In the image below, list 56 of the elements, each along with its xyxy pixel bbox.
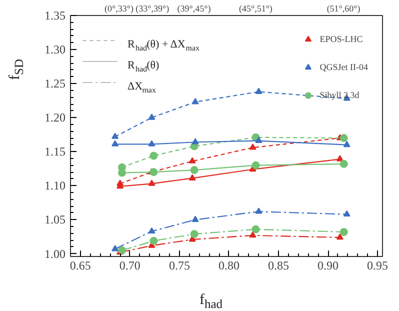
y-tick-label: 1.25 [44, 76, 66, 91]
point [148, 227, 156, 234]
text: (51°,60°) [326, 4, 360, 14]
legend-label: QGSJet II-04 [320, 62, 368, 72]
x-axis-title: f$_{had}$ [199, 291, 223, 311]
point [249, 144, 256, 150]
point [340, 228, 348, 236]
y-tick-label: 1.35 [44, 8, 66, 22]
x-tick-label: 0.90 [318, 258, 339, 272]
point [150, 152, 158, 160]
point [190, 166, 198, 174]
point [112, 140, 119, 146]
x-tick-label: 0.85 [268, 258, 289, 272]
point [336, 233, 344, 240]
point [192, 138, 199, 144]
point [343, 140, 350, 148]
y-tick-label: 1.00 [44, 246, 66, 261]
x-tick-label: 0.80 [218, 258, 240, 272]
point [112, 132, 119, 139]
point [252, 225, 260, 234]
y-tick-label: 1.30 [44, 42, 66, 57]
legend-label: EPOS-LHC [320, 34, 363, 44]
point [148, 180, 156, 186]
point [249, 231, 256, 238]
x-tick-label: 0.75 [168, 258, 190, 272]
text: (39°,45°) [177, 4, 211, 14]
point [336, 155, 344, 162]
x-tick-label: 0.95 [367, 258, 388, 272]
point [343, 210, 350, 217]
text: (0°,33°) [104, 4, 134, 14]
point [190, 230, 198, 238]
point [255, 136, 262, 143]
point [255, 208, 262, 214]
point [150, 236, 158, 245]
legend-label: Sibyll 2.3d [320, 90, 360, 100]
point [340, 134, 348, 142]
x-tick-label: 0.70 [119, 258, 140, 272]
point [192, 98, 199, 104]
point [188, 174, 196, 180]
point [118, 246, 126, 254]
y-tick-label: 1.05 [44, 212, 66, 227]
point [148, 114, 156, 120]
x-tick-label: 0.65 [70, 258, 91, 272]
point [252, 161, 260, 170]
point [340, 160, 348, 168]
y-tick-label: 1.20 [44, 110, 66, 125]
point [192, 216, 199, 222]
point [112, 245, 119, 252]
point [188, 157, 196, 164]
y-tick-label: 1.10 [44, 178, 66, 193]
point [148, 140, 156, 146]
point [150, 168, 158, 176]
text: (33°,39°) [136, 4, 170, 14]
point [255, 88, 262, 94]
y-tick-label: 1.15 [44, 144, 66, 159]
text: (45°,51°) [239, 4, 272, 14]
